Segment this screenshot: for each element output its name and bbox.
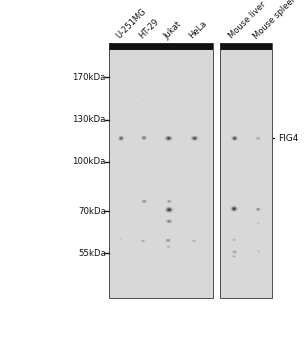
Bar — [220, 43, 272, 50]
Text: 100kDa: 100kDa — [73, 157, 106, 166]
Bar — [220, 43, 272, 298]
Text: Mouse spleen: Mouse spleen — [252, 0, 299, 41]
Text: Mouse liver: Mouse liver — [227, 0, 268, 41]
Text: HT-29: HT-29 — [137, 17, 160, 41]
Text: 55kDa: 55kDa — [78, 249, 106, 258]
Bar — [110, 43, 213, 298]
Text: HeLa: HeLa — [188, 19, 209, 41]
Text: 70kDa: 70kDa — [78, 207, 106, 216]
Bar — [110, 50, 213, 298]
Bar — [110, 43, 213, 50]
Text: FIG4: FIG4 — [278, 134, 298, 143]
Text: Jukat: Jukat — [162, 20, 183, 41]
Text: 130kDa: 130kDa — [73, 115, 106, 124]
Bar — [220, 50, 272, 298]
Text: U-251MG: U-251MG — [114, 7, 148, 41]
Text: 170kDa: 170kDa — [73, 73, 106, 82]
